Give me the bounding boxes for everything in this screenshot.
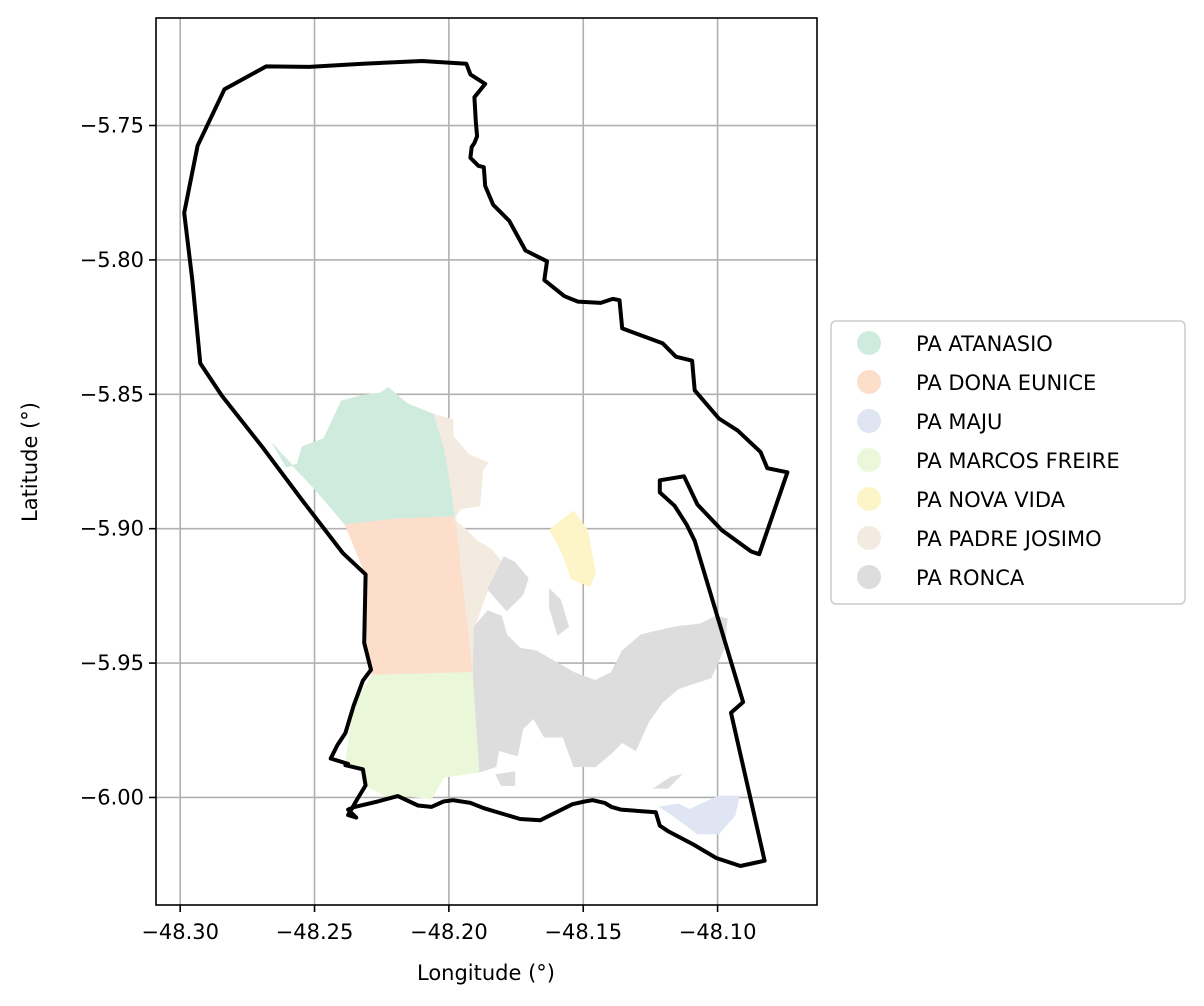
- y-axis: −5.75 −5.80 −5.85 −5.90 −5.95 −6.00: [80, 114, 156, 809]
- legend-marker: [857, 448, 881, 472]
- legend-label: PA NOVA VIDA: [916, 488, 1066, 512]
- y-tick-label: −5.85: [80, 382, 144, 406]
- x-tick-label: −48.25: [276, 920, 354, 944]
- legend-label: PA ATANASIO: [916, 332, 1053, 356]
- parcel-polygon: [548, 510, 596, 588]
- x-tick-label: −48.10: [679, 920, 757, 944]
- parcel-polygon: [495, 771, 516, 786]
- legend-marker: [857, 526, 881, 550]
- municipality-boundary: [182, 59, 790, 868]
- y-tick-label: −5.75: [80, 114, 144, 138]
- y-axis-label: Latitude (°): [18, 402, 42, 522]
- legend-marker: [857, 487, 881, 511]
- legend-label: PA MARCOS FREIRE: [916, 449, 1120, 473]
- parcel-polygon: [472, 610, 728, 773]
- parcels-layer: [272, 386, 740, 835]
- x-tick-label: −48.15: [544, 920, 622, 944]
- parcel-pa-nova-vida: [548, 510, 596, 588]
- legend-marker: [857, 565, 881, 589]
- x-axis-label: Longitude (°): [417, 961, 555, 985]
- legend-label: PA DONA EUNICE: [916, 371, 1096, 395]
- legend-label: PA MAJU: [916, 410, 1002, 434]
- parcel-polygon: [658, 795, 740, 835]
- legend-marker: [857, 409, 881, 433]
- parcel-polygon: [652, 773, 683, 789]
- x-tick-label: −48.30: [141, 920, 219, 944]
- parcel-pa-maju: [658, 795, 740, 835]
- parcel-pa-ronca: [472, 556, 728, 789]
- y-tick-label: −5.95: [80, 651, 144, 675]
- legend-label: PA PADRE JOSIMO: [916, 527, 1102, 551]
- x-axis: −48.30 −48.25 −48.20 −48.15 −48.10: [141, 905, 756, 944]
- y-tick-label: −5.80: [80, 248, 144, 272]
- x-tick-label: −48.20: [410, 920, 488, 944]
- y-tick-label: −6.00: [80, 785, 144, 809]
- parcel-polygon: [549, 588, 570, 636]
- legend: PA ATANASIO PA DONA EUNICE PA MAJU PA MARCO…: [830, 320, 1186, 605]
- legend-marker: [857, 331, 881, 355]
- legend-marker: [857, 370, 881, 394]
- y-tick-label: −5.90: [80, 517, 144, 541]
- legend-box: [830, 320, 1186, 605]
- axes-frame: [155, 17, 818, 906]
- boundary-layer: [182, 59, 790, 868]
- legend-label: PA RONCA: [916, 566, 1025, 590]
- parcel-polygon: [487, 556, 529, 612]
